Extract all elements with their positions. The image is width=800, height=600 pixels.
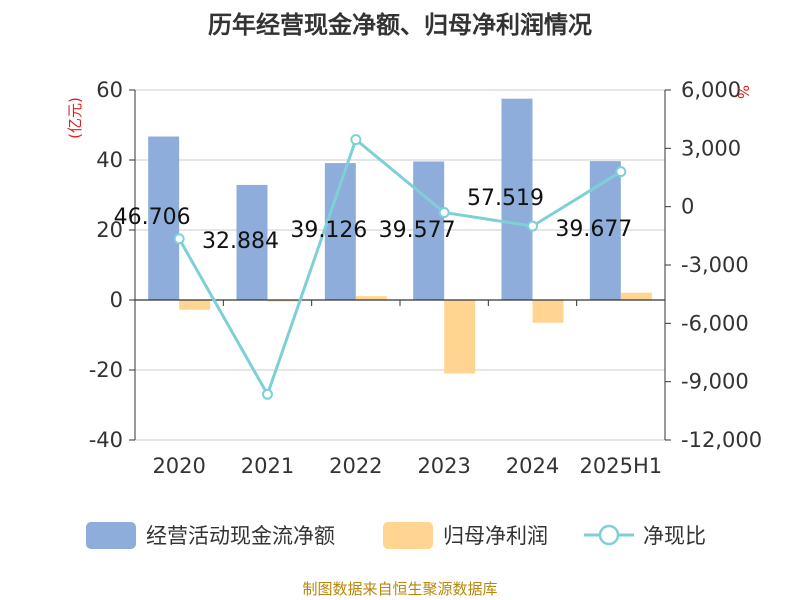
left-tick-label: 40 [96, 148, 123, 172]
legend-label-cashflow: 经营活动现金流净额 [146, 524, 335, 548]
category-label: 2025H1 [580, 454, 663, 478]
cashflow-data-label: 39.677 [555, 217, 632, 242]
cashflow-data-label: 39.577 [379, 218, 456, 243]
ratio-point [438, 207, 450, 218]
legend-label-ratio: 净现比 [643, 524, 706, 548]
data-labels: 46.706 32.884 39.126 39.577 57.519 39.677 [114, 186, 633, 254]
net-profit-bar [444, 300, 476, 374]
right-tick-label: -6,000 [681, 311, 749, 335]
cashflow-data-label: 57.519 [467, 186, 544, 211]
ratio-line-path [177, 137, 622, 398]
category-label: 2022 [329, 454, 382, 478]
right-axis-unit: % [734, 85, 752, 99]
cashflow-bar [589, 161, 621, 300]
left-tick-label: -20 [89, 358, 123, 382]
axes: 60 40 20 0 -20 -40 6,000 3,000 0 -3,000 -6,000 -9,0… [89, 78, 762, 478]
ratio-point [350, 134, 362, 146]
legend-swatch-cashflow [86, 522, 136, 549]
right-tick-label: -9,000 [681, 370, 749, 394]
cashflow-data-label: 39.126 [290, 218, 367, 243]
right-tick-label: 0 [681, 195, 694, 219]
legend: 经营活动现金流净额 归母净利润 净现比 [86, 522, 706, 549]
cashflow-bar [501, 98, 533, 300]
right-tick-label: 6,000 [681, 78, 741, 102]
right-tick-label: 3,000 [681, 136, 741, 160]
legend-swatch-profit [383, 522, 433, 549]
category-label: 2023 [417, 454, 470, 478]
net-profit-bar [179, 300, 211, 310]
source-note: 制图数据来自恒生聚源数据库 [302, 580, 497, 598]
cashflow-bar [148, 136, 180, 300]
right-tick-label: -12,000 [681, 428, 762, 452]
category-label: 2021 [241, 454, 294, 478]
category-label: 2020 [152, 454, 205, 478]
gridlines [135, 89, 665, 441]
left-tick-label: 60 [96, 78, 123, 102]
legend-marker-ratio [598, 524, 620, 546]
left-tick-label: 0 [110, 288, 123, 312]
cashflow-data-label: 32.884 [202, 229, 279, 254]
left-axis-unit: (亿元) [66, 97, 84, 139]
category-label: 2024 [506, 454, 559, 478]
cashflow-data-label: 46.706 [114, 205, 191, 230]
ratio-point [527, 220, 538, 232]
net-profit-bar [267, 300, 299, 302]
net-profit-bar [532, 300, 564, 323]
ratio-point [173, 233, 185, 245]
left-tick-label: 20 [96, 218, 123, 242]
net-profit-bar [620, 292, 652, 300]
ratio-point [615, 166, 627, 178]
left-tick-label: -40 [89, 428, 123, 452]
chart-title: 历年经营现金净额、归母净利润情况 [208, 11, 592, 39]
right-tick-label: -3,000 [681, 253, 749, 277]
bars [148, 98, 652, 374]
net-profit-bar [355, 296, 387, 300]
cashflow-bar [236, 184, 268, 300]
ratio-point [262, 388, 273, 400]
cashflow-bar [413, 161, 445, 300]
legend-label-profit: 归母净利润 [443, 524, 548, 548]
ratio-line [173, 134, 627, 400]
